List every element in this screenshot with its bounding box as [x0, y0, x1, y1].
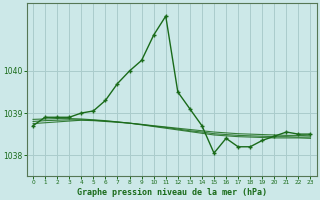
- X-axis label: Graphe pression niveau de la mer (hPa): Graphe pression niveau de la mer (hPa): [77, 188, 267, 197]
